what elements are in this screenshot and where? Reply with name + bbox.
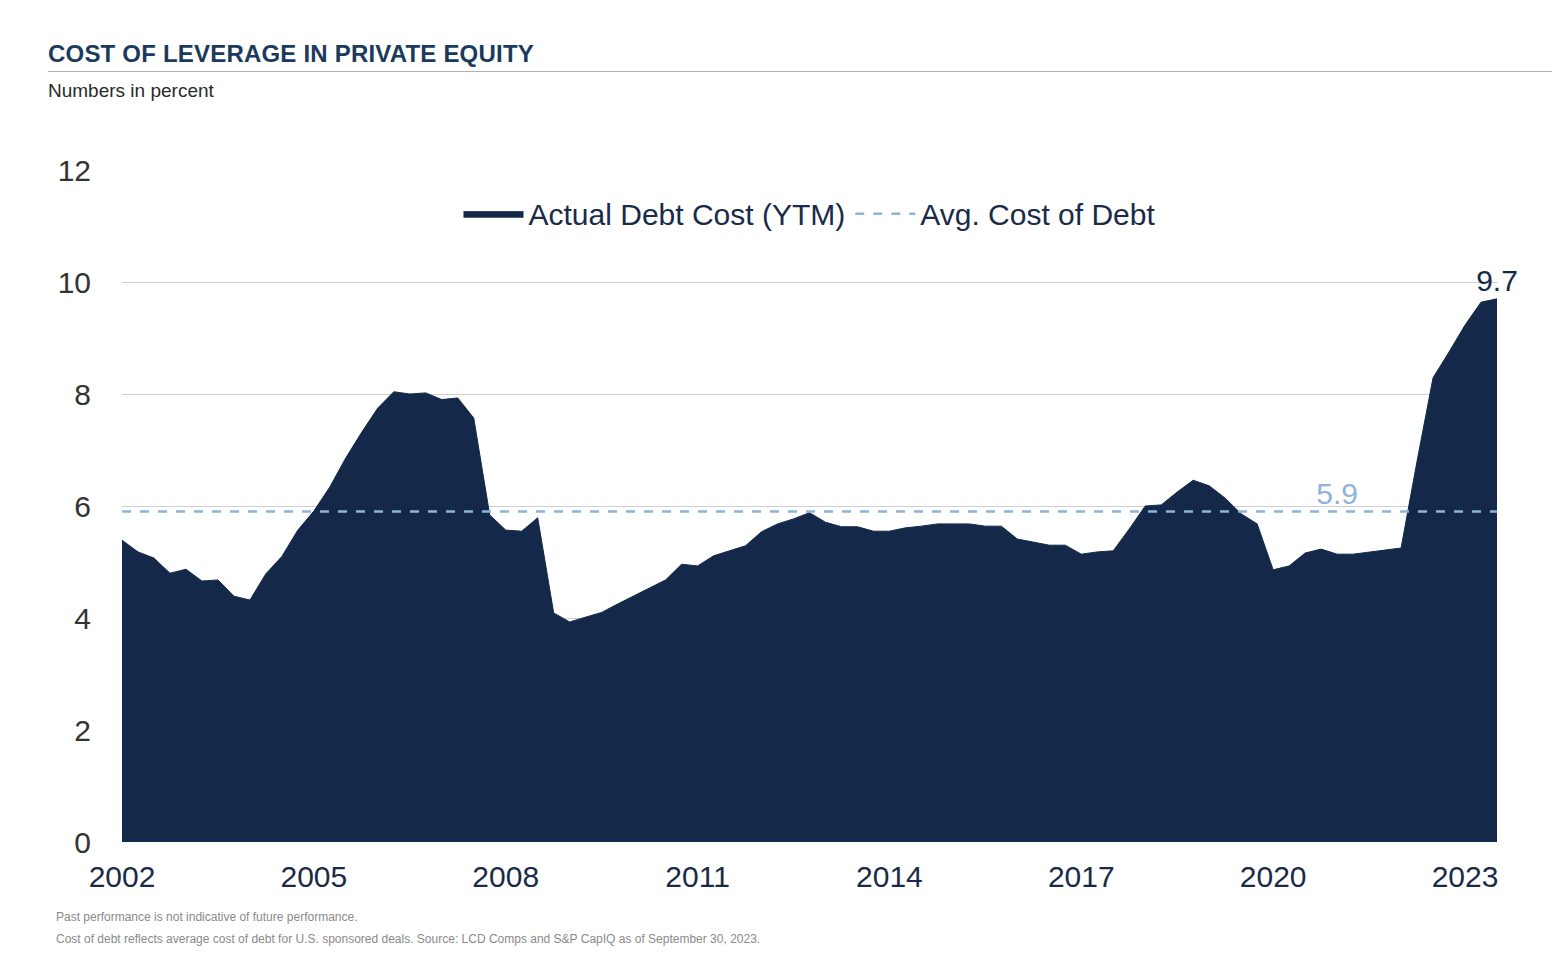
html-text:Cost of debt reflects average: Cost of debt reflects average cost of de… <box>56 932 761 946</box>
svg-text:9.7: 9.7 <box>1476 264 1518 297</box>
svg-text:2008: 2008 <box>472 860 539 893</box>
svg-text:5.9: 5.9 <box>1316 477 1358 510</box>
svg-text:2023: 2023 <box>1432 860 1499 893</box>
svg-text:2011: 2011 <box>665 860 730 893</box>
svg-text:2: 2 <box>74 714 91 747</box>
svg-text:2014: 2014 <box>856 860 923 893</box>
html-text:Numbers in percent: Numbers in percent <box>48 80 214 101</box>
svg-text:Actual Debt Cost (YTM): Actual Debt Cost (YTM) <box>529 198 846 231</box>
html-text:Past performance is not indica: Past performance is not indicative of fu… <box>56 910 358 924</box>
svg-text:2020: 2020 <box>1240 860 1307 893</box>
svg-text:2002: 2002 <box>89 860 156 893</box>
svg-text:4: 4 <box>74 602 91 635</box>
svg-text:6: 6 <box>74 490 91 523</box>
html-text:COST OF LEVERAGE IN PRIVATE EQ: COST OF LEVERAGE IN PRIVATE EQUITY <box>48 40 534 67</box>
svg-text:0: 0 <box>74 826 91 859</box>
svg-text:12: 12 <box>58 154 91 187</box>
svg-text:10: 10 <box>58 266 91 299</box>
svg-text:8: 8 <box>74 378 91 411</box>
svg-text:Avg. Cost of Debt: Avg. Cost of Debt <box>920 198 1155 231</box>
svg-text:2005: 2005 <box>280 860 347 893</box>
svg-text:2017: 2017 <box>1048 860 1115 893</box>
